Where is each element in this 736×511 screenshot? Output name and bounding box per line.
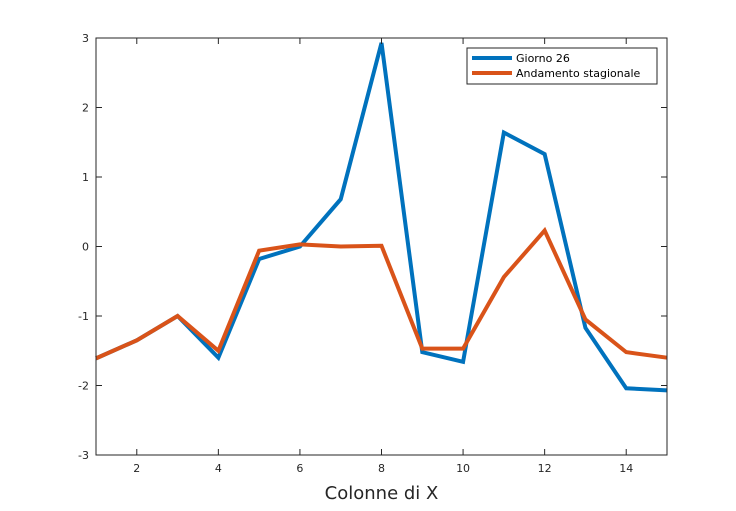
x-tick-label: 2 [133, 462, 140, 475]
y-tick-label: 1 [82, 171, 89, 184]
legend-label-series-2: Andamento stagionale [516, 67, 641, 80]
y-tick-label: -1 [78, 310, 89, 323]
x-tick-label: 4 [215, 462, 222, 475]
y-tick-label: -3 [78, 449, 89, 462]
x-tick-label: 8 [378, 462, 385, 475]
y-tick-label: 0 [82, 241, 89, 254]
plot-frame [95, 37, 668, 456]
legend-label-series-1: Giorno 26 [516, 52, 570, 65]
x-tick-label: 14 [619, 462, 633, 475]
x-tick-label: 10 [456, 462, 470, 475]
y-tick-label: 3 [82, 32, 89, 45]
y-tick-label: 2 [82, 102, 89, 115]
legend-box [466, 47, 658, 85]
x-axis-title: Colonne di X [325, 483, 439, 504]
x-tick-label: 12 [538, 462, 552, 475]
y-tick-label: -2 [78, 380, 89, 393]
x-tick-label: 6 [296, 462, 303, 475]
series-line-2 [95, 226, 668, 361]
legend: Giorno 26 Andamento stagionale [466, 47, 658, 85]
